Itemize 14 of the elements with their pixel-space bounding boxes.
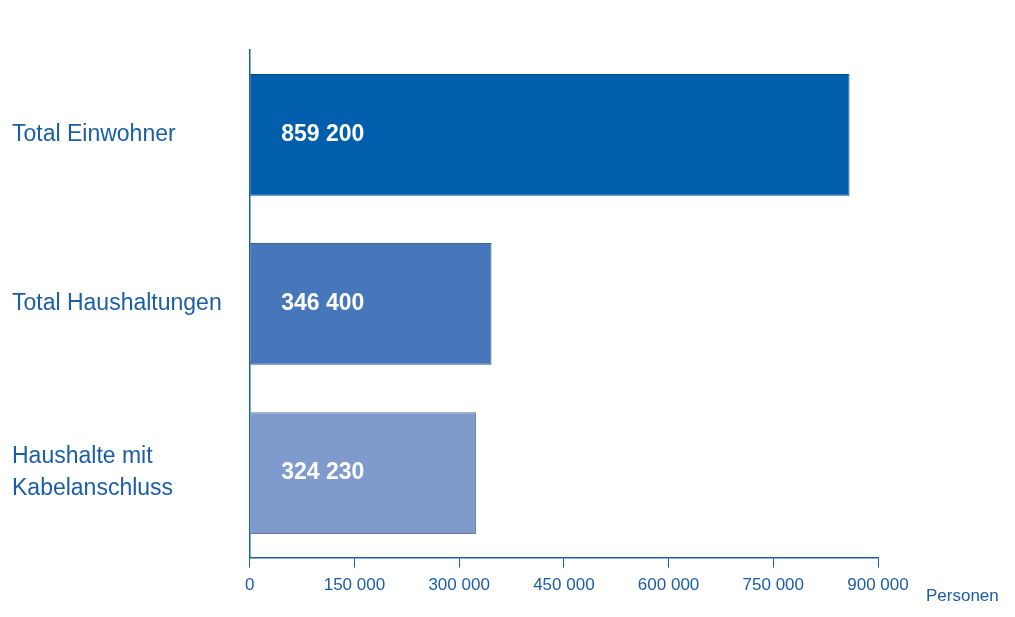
x-tick-label: 600 000 <box>637 575 700 595</box>
data-label: 859 200 <box>281 120 365 147</box>
x-tick-label: 450 000 <box>533 575 595 595</box>
x-tick-label: 150 000 <box>323 575 386 595</box>
data-label: 346 400 <box>281 289 365 316</box>
data-label: 324 230 <box>281 458 365 485</box>
x-tick-label: 0 <box>244 575 255 595</box>
y-tick-label: Haushalte mit Kabelanschluss <box>12 442 174 501</box>
x-tick-label: 750 000 <box>742 575 805 595</box>
x-tick-label: 300 000 <box>428 575 490 595</box>
x-axis-title: Personen <box>926 585 999 605</box>
x-tick-label: 900 000 <box>847 575 909 595</box>
y-tick-label: Total Einwohner <box>12 120 176 147</box>
y-tick-label: Total Haushaltungen <box>12 289 222 316</box>
